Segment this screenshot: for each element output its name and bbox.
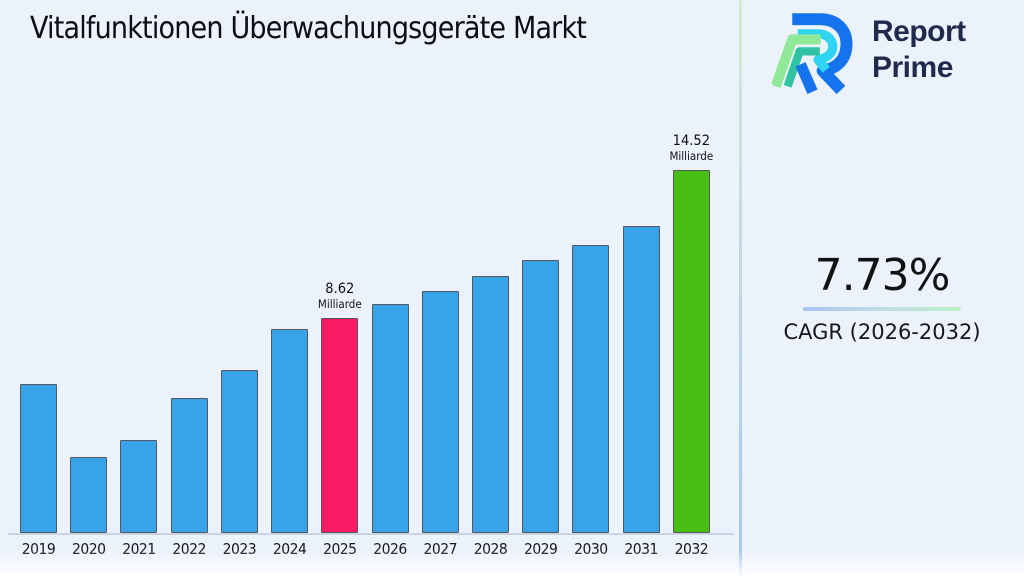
logo-text-line1: Report [872,15,966,48]
cagr-label: CAGR (2026-2032) [783,320,981,344]
bar-column-2029: 2029 [522,133,560,558]
bar-column-2023: 2023 [220,133,258,558]
cagr-panel: 7.73% CAGR (2026-2032) [743,250,1021,345]
bar-value-number-2025: 8.62 [325,281,355,297]
bar-value-label-2025: 8.62 Milliarde [318,281,362,311]
logo-text: Report Prime [872,14,966,86]
report-prime-logo: Report Prime [772,6,966,94]
bar-column-2030: 2030 [572,133,610,558]
x-tick-2028: 2028 [473,540,508,558]
cagr-value: 7.73% [814,250,951,301]
bar-2024 [271,329,309,533]
bar-column-2031: 2031 [622,133,660,558]
bar-2022 [170,398,208,533]
bar-2032 [672,170,710,533]
bar-2025 [321,318,359,533]
bar-column-2027: 2027 [421,133,459,558]
bar-column-2022: 2022 [170,133,208,558]
bar-column-2019: 2019 [20,133,57,558]
x-tick-2022: 2022 [172,540,206,558]
bar-2026 [371,304,409,533]
x-tick-2025: 2025 [323,540,357,558]
bar-2023 [220,370,258,533]
bar-2020 [70,457,108,533]
x-tick-2029: 2029 [523,540,558,558]
bar-value-number-2032: 14.52 [672,133,711,149]
bar-2030 [572,245,610,533]
bar-column-2025: 8.62 Milliarde 2025 [318,133,362,558]
x-tick-2027: 2027 [423,540,458,558]
bar-value-unit-2032: Milliarde [669,149,714,163]
page-title: Vitalfunktionen Überwachungsgeräte Markt [30,11,587,46]
bar-value-label-2032: 14.52 Milliarde [669,133,713,163]
logo-text-line2: Prime [872,51,953,84]
x-tick-2019: 2019 [21,540,56,558]
bar-2027 [421,291,459,533]
x-tick-2031: 2031 [624,540,658,558]
x-axis-line [8,533,734,535]
report-prime-logo-icon [772,13,853,94]
cagr-underline [803,307,961,311]
x-tick-2032: 2032 [674,540,709,558]
x-tick-2026: 2026 [373,540,407,558]
bar-2019 [20,384,57,533]
bar-column-2024: 2024 [271,133,309,558]
bar-2031 [622,226,660,533]
bar-2029 [522,260,560,533]
x-tick-2023: 2023 [222,540,257,558]
x-tick-2020: 2020 [71,540,106,558]
plot-area: 2019 2020 2021 2022 2023 2024 8.62 Milliarde 202… [20,133,713,558]
bar-column-2020: 2020 [70,133,108,558]
bar-2028 [471,276,509,533]
bar-value-unit-2025: Milliarde [317,297,362,311]
vertical-divider [739,0,742,576]
x-tick-2030: 2030 [574,540,608,558]
bar-column-2026: 2026 [371,133,409,558]
bar-column-2021: 2021 [120,133,158,558]
bar-column-2028: 2028 [471,133,509,558]
bar-2021 [120,440,158,533]
x-tick-2024: 2024 [272,540,307,558]
x-tick-2021: 2021 [122,540,156,558]
bar-column-2032: 14.52 Milliarde 2032 [669,133,713,558]
